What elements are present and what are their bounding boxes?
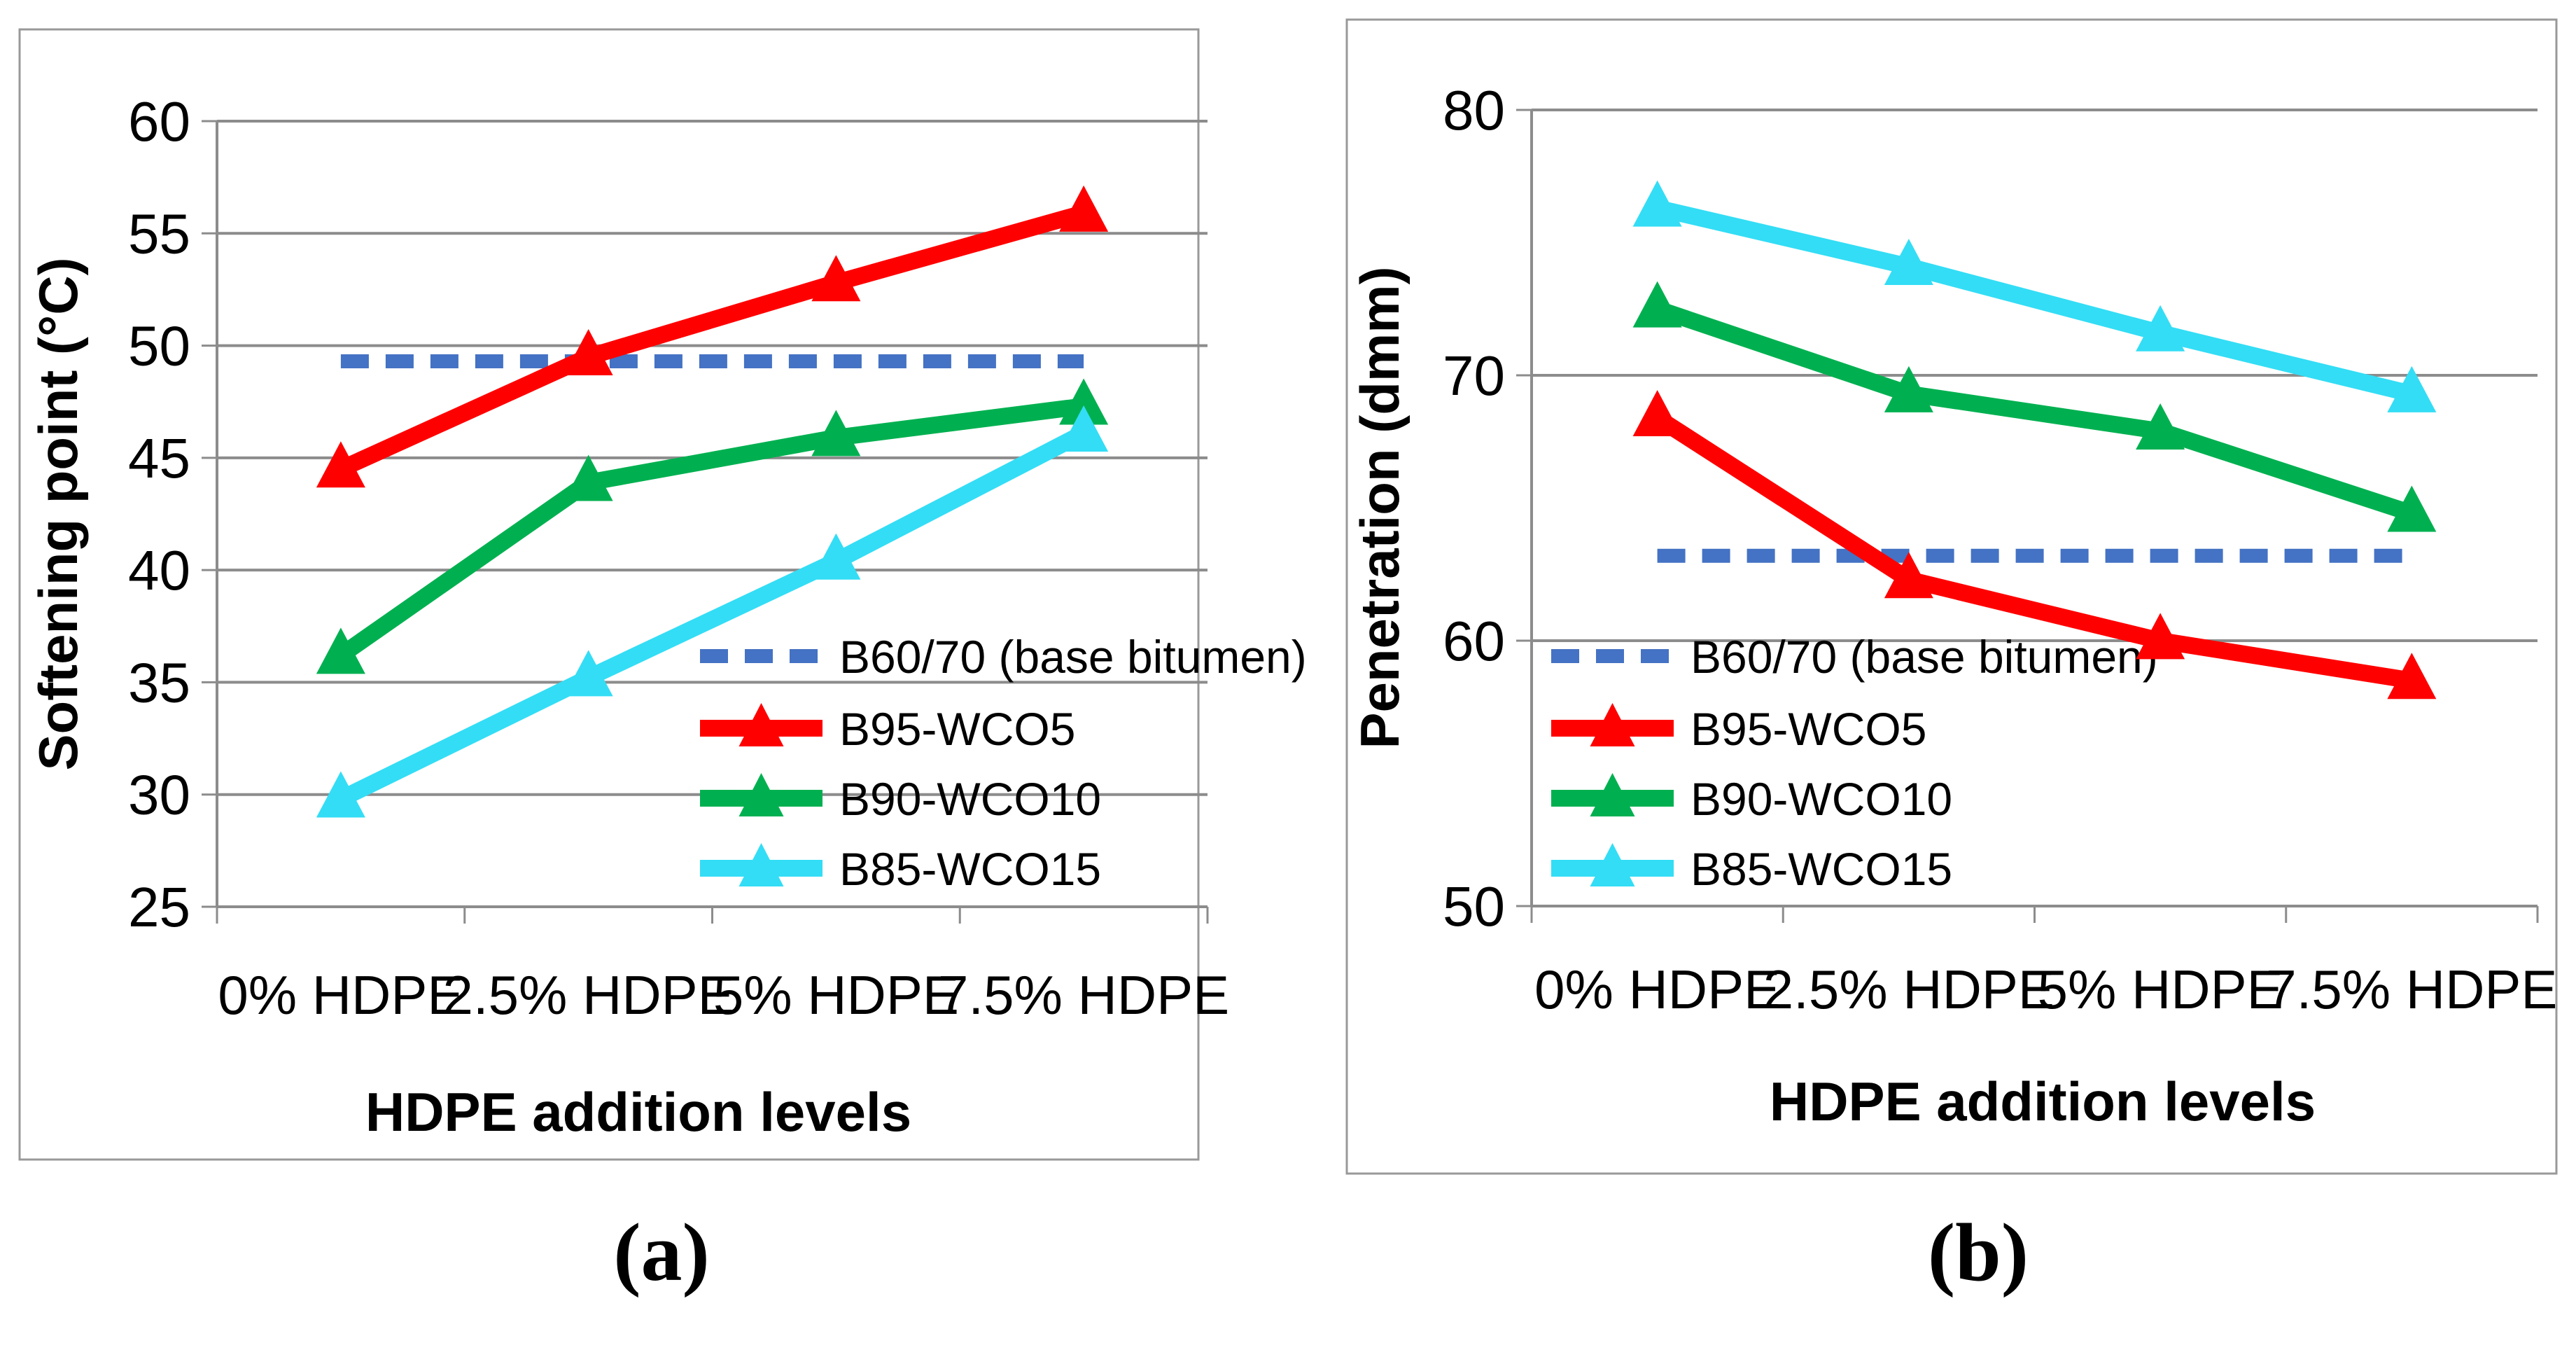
data-point (1632, 390, 1682, 437)
series-b95-wco5 (316, 185, 1109, 488)
legend-label: B90-WCO10 (839, 773, 1101, 825)
legend-label: B95-WCO5 (839, 703, 1075, 755)
y-tick-label: 50 (1443, 875, 1505, 938)
panel-caption: (a) (613, 1206, 710, 1298)
x-tick-label: 2.5% HDPE (1763, 959, 2054, 1020)
legend-marker (738, 703, 784, 746)
data-point (1884, 552, 1933, 599)
y-tick-label: 25 (128, 876, 190, 938)
x-tick-label: 2.5% HDPE (443, 964, 734, 1026)
x-tick-label: 7.5% HDPE (938, 964, 1229, 1026)
series-b95-wco5 (1632, 390, 2437, 700)
series-line (1648, 409, 2421, 689)
legend-label: B90-WCO10 (1690, 773, 1952, 825)
x-axis-title: HDPE addition levels (365, 1081, 911, 1143)
legend-label: B95-WCO5 (1690, 703, 1926, 755)
data-point (1632, 180, 1682, 227)
series-b85-wco15 (1632, 180, 2437, 412)
series-b85-wco15 (316, 405, 1109, 818)
data-point (1632, 281, 1682, 328)
y-tick-label: 55 (128, 202, 190, 265)
y-tick-label: 60 (128, 90, 190, 153)
x-tick-label: 5% HDPE (2038, 959, 2283, 1020)
legend-entry: B90-WCO10 (700, 773, 1101, 825)
data-point (811, 533, 861, 580)
x-axis-title: HDPE addition levels (1770, 1071, 2316, 1132)
legend-label: B85-WCO15 (839, 843, 1101, 895)
legend-label: B60/70 (base bitumen) (839, 631, 1307, 683)
legend-entry: B60/70 (base bitumen) (1551, 631, 2158, 683)
y-tick-label: 45 (128, 427, 190, 489)
y-tick-label: 80 (1443, 79, 1505, 141)
legend-entry: B85-WCO15 (700, 843, 1101, 895)
y-tick-label: 35 (128, 651, 190, 714)
legend-entry: B95-WCO5 (1551, 703, 1926, 755)
y-tick-label: 30 (128, 764, 190, 826)
x-tick-label: 0% HDPE (218, 964, 463, 1026)
legend-marker (1590, 843, 1635, 886)
legend-marker (738, 843, 784, 886)
y-tick-label: 50 (128, 315, 190, 377)
data-point (2136, 613, 2185, 660)
data-point (2387, 485, 2437, 532)
data-point (811, 410, 861, 457)
data-point (564, 650, 613, 697)
data-point (811, 255, 861, 302)
legend-label: B85-WCO15 (1690, 843, 1952, 895)
data-point (316, 627, 365, 674)
data-point (564, 329, 613, 375)
data-point (316, 441, 365, 488)
y-axis-title: Softening point (°C) (27, 257, 89, 770)
data-point (1059, 185, 1109, 232)
legend-marker (1590, 773, 1635, 816)
data-point (1884, 239, 1933, 286)
series-line (332, 424, 1093, 808)
legend-entry: B85-WCO15 (1551, 843, 1952, 895)
legend-label: B60/70 (base bitumen) (1690, 631, 2158, 683)
legend-entry: B95-WCO5 (700, 703, 1075, 755)
legend-marker (738, 773, 784, 816)
data-point (1884, 366, 1933, 412)
x-tick-label: 7.5% HDPE (2266, 959, 2557, 1020)
x-tick-label: 0% HDPE (1534, 959, 1780, 1020)
series-line (332, 204, 1093, 478)
y-axis-title: Penetration (dmm) (1349, 266, 1410, 749)
data-point (2136, 403, 2185, 450)
data-point (2387, 366, 2437, 412)
y-tick-label: 40 (128, 539, 190, 601)
series-b90-wco10 (316, 378, 1109, 674)
data-point (2387, 653, 2437, 700)
legend-marker (1590, 703, 1635, 746)
legend-entry: B60/70 (base bitumen) (700, 631, 1307, 683)
series-line (332, 398, 1093, 664)
x-tick-label: 5% HDPE (713, 964, 959, 1026)
data-point (2136, 305, 2185, 352)
series-line (1648, 300, 2421, 522)
y-tick-label: 60 (1443, 610, 1505, 672)
data-point (316, 771, 365, 818)
series-line (1648, 200, 2421, 403)
data-point (1059, 378, 1109, 425)
legend-entry: B90-WCO10 (1551, 773, 1952, 825)
data-point (564, 454, 613, 501)
data-point (1059, 405, 1109, 452)
panel-caption: (b) (1928, 1206, 2029, 1298)
y-tick-label: 70 (1443, 345, 1505, 407)
series-b90-wco10 (1632, 281, 2437, 532)
